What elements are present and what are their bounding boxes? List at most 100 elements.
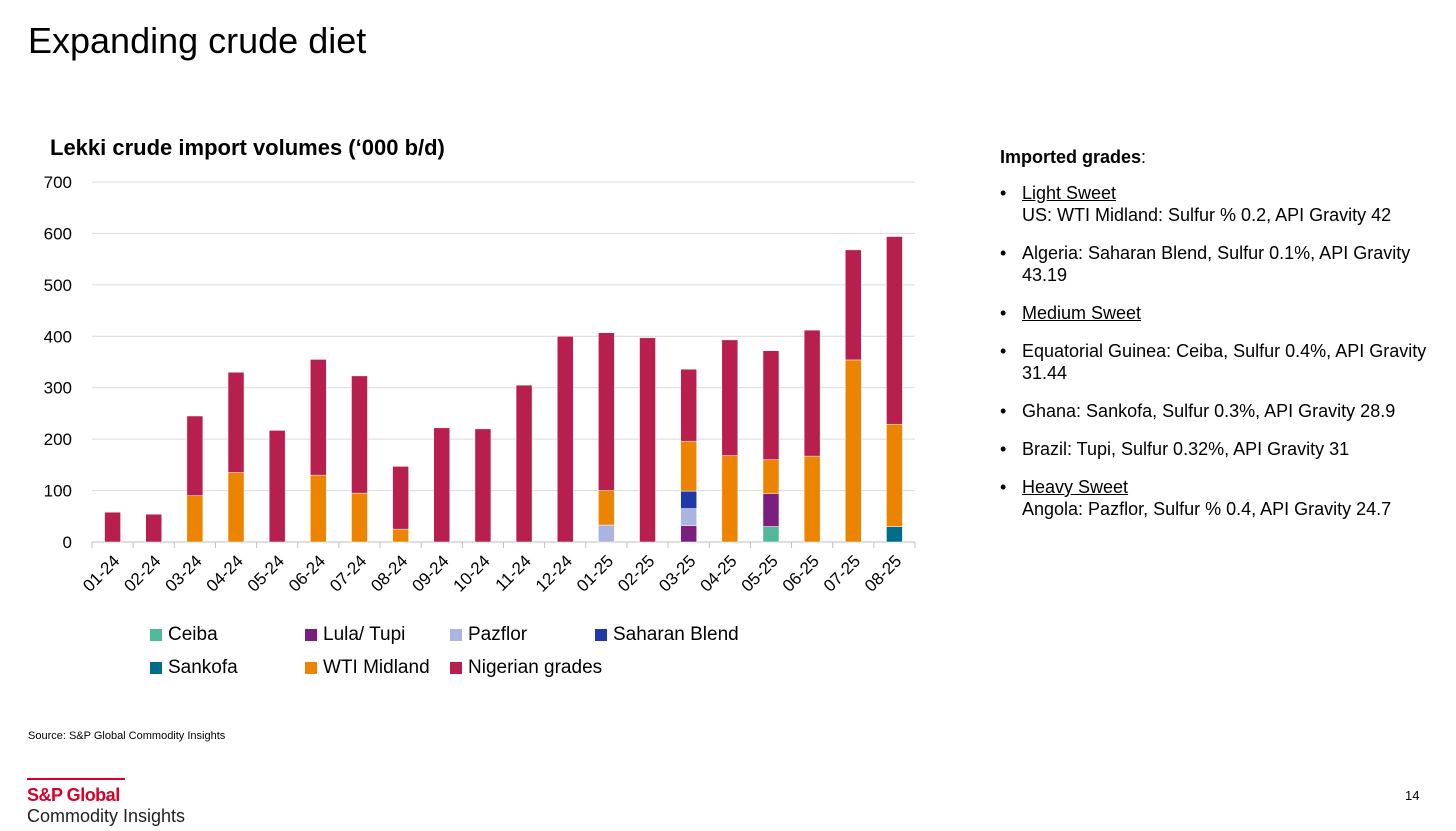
legend-label: Ceiba	[168, 624, 218, 645]
x-tick-label: 02-25	[614, 551, 658, 595]
legend-swatch	[150, 629, 162, 641]
y-tick-label: 600	[44, 224, 72, 243]
bar-segment-nigerian-grades	[310, 359, 327, 476]
bar-segment-nigerian-grades	[433, 427, 451, 543]
x-tick-label: 01-24	[79, 551, 123, 595]
y-tick-label: 400	[44, 327, 72, 346]
bar-segment-nigerian-grades	[145, 513, 162, 543]
grade-detail: US: WTI Midland: Sulfur % 0.2, API Gravi…	[1022, 205, 1392, 225]
bar-segment-sankofa	[886, 526, 903, 543]
x-tick-label: 04-25	[696, 551, 740, 595]
bar-segment-wti-midland	[762, 459, 780, 494]
y-tick-label: 500	[44, 276, 72, 295]
grade-item: Algeria: Saharan Blend, Sulfur 0.1%, API…	[1000, 242, 1430, 286]
bar-segment-wti-midland	[392, 528, 409, 543]
bar-segment-nigerian-grades	[268, 430, 286, 543]
grade-category: Heavy Sweet	[1022, 477, 1129, 497]
bar-segment-nigerian-grades	[474, 428, 492, 543]
legend-item: Sankofa	[150, 657, 238, 679]
grade-item: Brazil: Tupi, Sulfur 0.32%, API Gravity …	[1000, 438, 1430, 460]
grade-category: Medium Sweet	[1022, 303, 1142, 323]
legend-swatch	[450, 662, 462, 674]
bar-segment-nigerian-grades	[639, 337, 656, 543]
x-tick-label: 03-24	[162, 551, 206, 595]
bar-segment-nigerian-grades	[351, 375, 368, 494]
y-tick-label: 300	[44, 379, 72, 398]
legend-item: WTI Midland	[305, 657, 430, 679]
grade-category: Light Sweet	[1022, 183, 1117, 203]
legend-swatch	[150, 662, 162, 674]
bar-segment-nigerian-grades	[186, 415, 204, 496]
y-tick-label: 700	[44, 173, 72, 192]
bar-segment-nigerian-grades	[762, 350, 780, 460]
logo-line2: Commodity Insights	[27, 806, 186, 826]
x-tick-label: 06-25	[779, 551, 823, 595]
source-note: Source: S&P Global Commodity Insights	[28, 730, 226, 742]
bar-segment-nigerian-grades	[515, 384, 533, 543]
grade-detail: Equatorial Guinea: Ceiba, Sulfur 0.4%, A…	[1022, 341, 1427, 383]
grades-heading-text: Imported grades	[1000, 147, 1142, 167]
x-tick-label: 04-24	[203, 551, 247, 595]
grade-detail: Algeria: Saharan Blend, Sulfur 0.1%, API…	[1022, 243, 1411, 285]
x-tick-label: 08-25	[861, 551, 905, 595]
bar-segment-wti-midland	[598, 490, 615, 526]
x-tick-label: 05-24	[244, 551, 288, 595]
grade-item: Ghana: Sankofa, Sulfur 0.3%, API Gravity…	[1000, 400, 1430, 422]
grades-heading-colon: :	[1141, 147, 1147, 167]
legend-swatch	[595, 629, 607, 641]
x-tick-label: 08-24	[367, 551, 411, 595]
bar-segment-pazflor	[598, 524, 615, 543]
bar-segment-nigerian-grades	[598, 332, 615, 491]
slide-title: Expanding crude diet	[28, 20, 367, 61]
bar-segment-wti-midland	[845, 359, 862, 543]
bar-segment-lula-tupi	[680, 525, 697, 543]
bar-segment-nigerian-grades	[680, 368, 697, 442]
grade-detail: Brazil: Tupi, Sulfur 0.32%, API Gravity …	[1022, 439, 1350, 459]
chart-title: Lekki crude import volumes (‘000 b/d)	[50, 135, 445, 160]
bar-segment-nigerian-grades	[392, 466, 409, 530]
legend-label: Saharan Blend	[613, 624, 739, 645]
grade-detail: Ghana: Sankofa, Sulfur 0.3%, API Gravity…	[1022, 401, 1396, 421]
y-tick-label: 200	[44, 430, 72, 449]
legend-item: Saharan Blend	[595, 624, 739, 646]
bar-segment-wti-midland	[351, 492, 368, 543]
bar-segment-nigerian-grades	[556, 336, 574, 543]
bar-segment-pazflor	[680, 508, 697, 526]
bar-segment-wti-midland	[680, 440, 697, 492]
legend-label: Sankofa	[168, 657, 238, 678]
x-tick-label: 09-24	[408, 551, 452, 595]
grades-heading: Imported grades:	[1000, 146, 1430, 168]
y-tick-label: 0	[63, 533, 72, 552]
x-tick-label: 10-24	[450, 551, 494, 595]
legend-item: Nigerian grades	[450, 657, 602, 679]
bar-segment-saharan-blend	[680, 490, 697, 509]
legend-swatch	[305, 662, 317, 674]
bar-segment-ceiba	[762, 526, 780, 543]
y-tick-label: 100	[44, 482, 72, 501]
bar-segment-nigerian-grades	[721, 339, 739, 456]
bar-segment-wti-midland	[310, 474, 327, 543]
bar-segment-nigerian-grades	[104, 511, 121, 543]
stacked-bar-chart: 010020030040050060070001-2402-2403-2404-…	[44, 173, 916, 596]
grade-detail: Angola: Pazflor, Sulfur % 0.4, API Gravi…	[1022, 499, 1392, 519]
x-tick-label: 06-24	[285, 551, 329, 595]
grade-item: Medium Sweet	[1000, 302, 1430, 324]
bar-segment-nigerian-grades	[886, 236, 903, 425]
logo-line1: S&P Global	[27, 785, 120, 805]
legend-label: Lula/ Tupi	[323, 624, 406, 645]
legend-label: WTI Midland	[323, 657, 430, 678]
grade-item: Equatorial Guinea: Ceiba, Sulfur 0.4%, A…	[1000, 340, 1430, 384]
legend-label: Pazflor	[468, 624, 528, 645]
bar-segment-wti-midland	[886, 423, 903, 527]
x-tick-label: 07-25	[820, 551, 864, 595]
x-tick-label: 03-25	[655, 551, 699, 595]
legend-swatch	[450, 629, 462, 641]
legend-item: Pazflor	[450, 624, 527, 646]
bar-segment-nigerian-grades	[803, 329, 821, 457]
logo-rule	[27, 778, 125, 780]
